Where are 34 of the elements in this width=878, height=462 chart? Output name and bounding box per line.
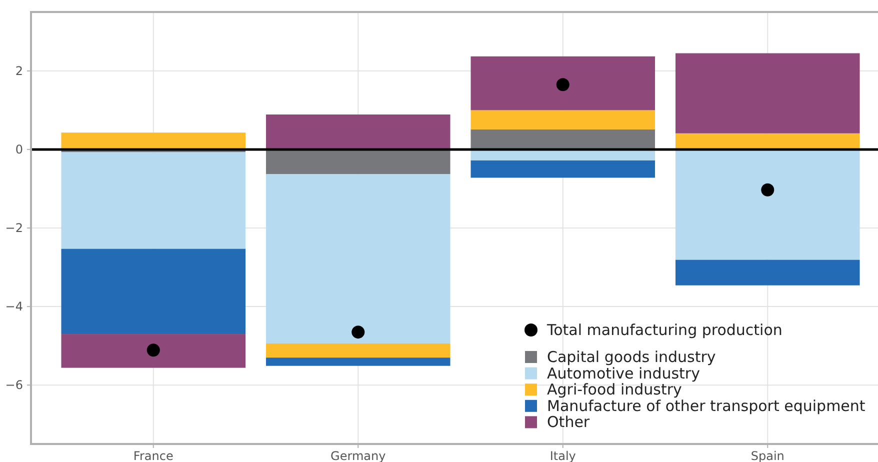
bar <box>675 149 860 260</box>
bar <box>266 343 450 358</box>
legend-label: Manufacture of other transport equipment <box>547 396 866 415</box>
bar <box>266 149 450 174</box>
bar <box>266 114 450 150</box>
legend-label: Capital goods industry <box>547 348 716 366</box>
y-tick-label: 0 <box>15 142 23 156</box>
bar <box>266 174 450 344</box>
bar <box>470 149 656 160</box>
legend-label: Automotive industry <box>547 364 700 382</box>
legend-label: Agri-food industry <box>547 380 682 399</box>
bar <box>266 358 450 366</box>
point <box>761 183 774 196</box>
point <box>556 78 570 92</box>
point <box>352 326 365 339</box>
bar <box>61 152 246 249</box>
bar <box>470 160 656 178</box>
point <box>146 344 160 357</box>
bar <box>61 132 246 150</box>
y-tick-label: −4 <box>5 300 23 314</box>
bar <box>675 53 860 134</box>
bar <box>61 248 246 334</box>
bar <box>470 129 656 150</box>
legend-label: Total manufacturing production <box>546 321 782 339</box>
y-tick-label: 2 <box>15 64 23 78</box>
x-tick-label: France <box>133 449 174 462</box>
bar <box>675 260 860 286</box>
legend-label: Other <box>547 413 590 432</box>
bar <box>470 56 656 110</box>
y-tick-label: −6 <box>5 378 23 392</box>
bar <box>675 133 860 150</box>
bar <box>470 110 656 130</box>
y-tick-label: −2 <box>5 221 23 235</box>
bar <box>61 334 246 368</box>
